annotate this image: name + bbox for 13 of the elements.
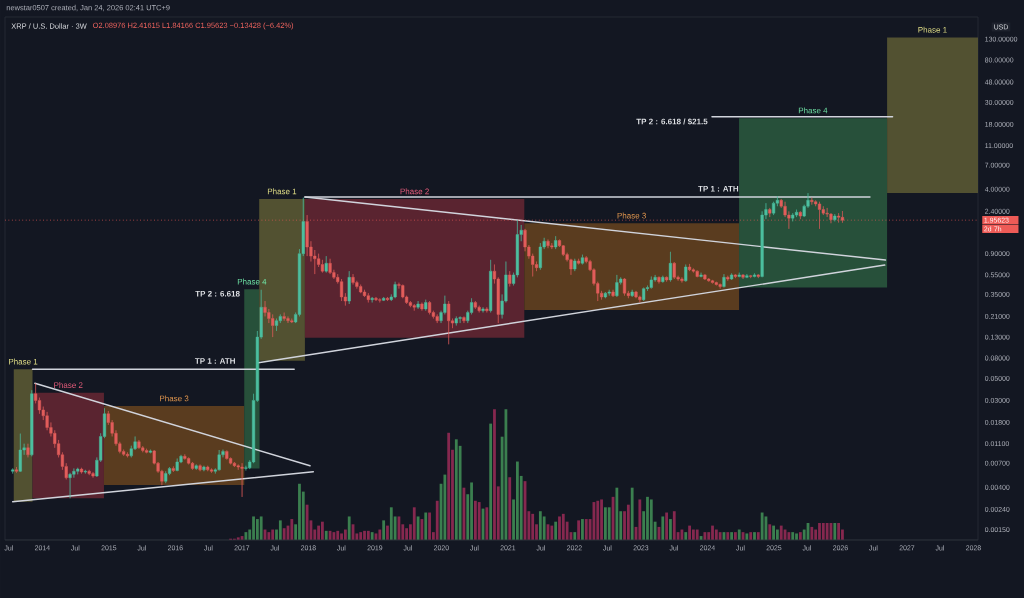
annotation: Phase 4	[237, 278, 267, 285]
annotation: Phase 3	[160, 395, 189, 402]
annotation: TP 1 : ATH	[698, 185, 739, 192]
annotation: Phase 4	[798, 107, 828, 114]
annotation: TP 2 : 6.618 / $21.5	[636, 118, 708, 125]
annotation: Phase 3	[617, 212, 646, 219]
annotation: TP 1 : ATH	[194, 358, 235, 364]
annotation: Phase 1	[918, 26, 947, 33]
annotation: TP 2 : 6.618	[195, 290, 240, 297]
annotation: Phase 1	[9, 358, 38, 365]
annotation: Phase 2	[400, 188, 429, 195]
annotation: Phase 1	[267, 188, 297, 195]
annotation: Phase 2	[54, 382, 83, 388]
